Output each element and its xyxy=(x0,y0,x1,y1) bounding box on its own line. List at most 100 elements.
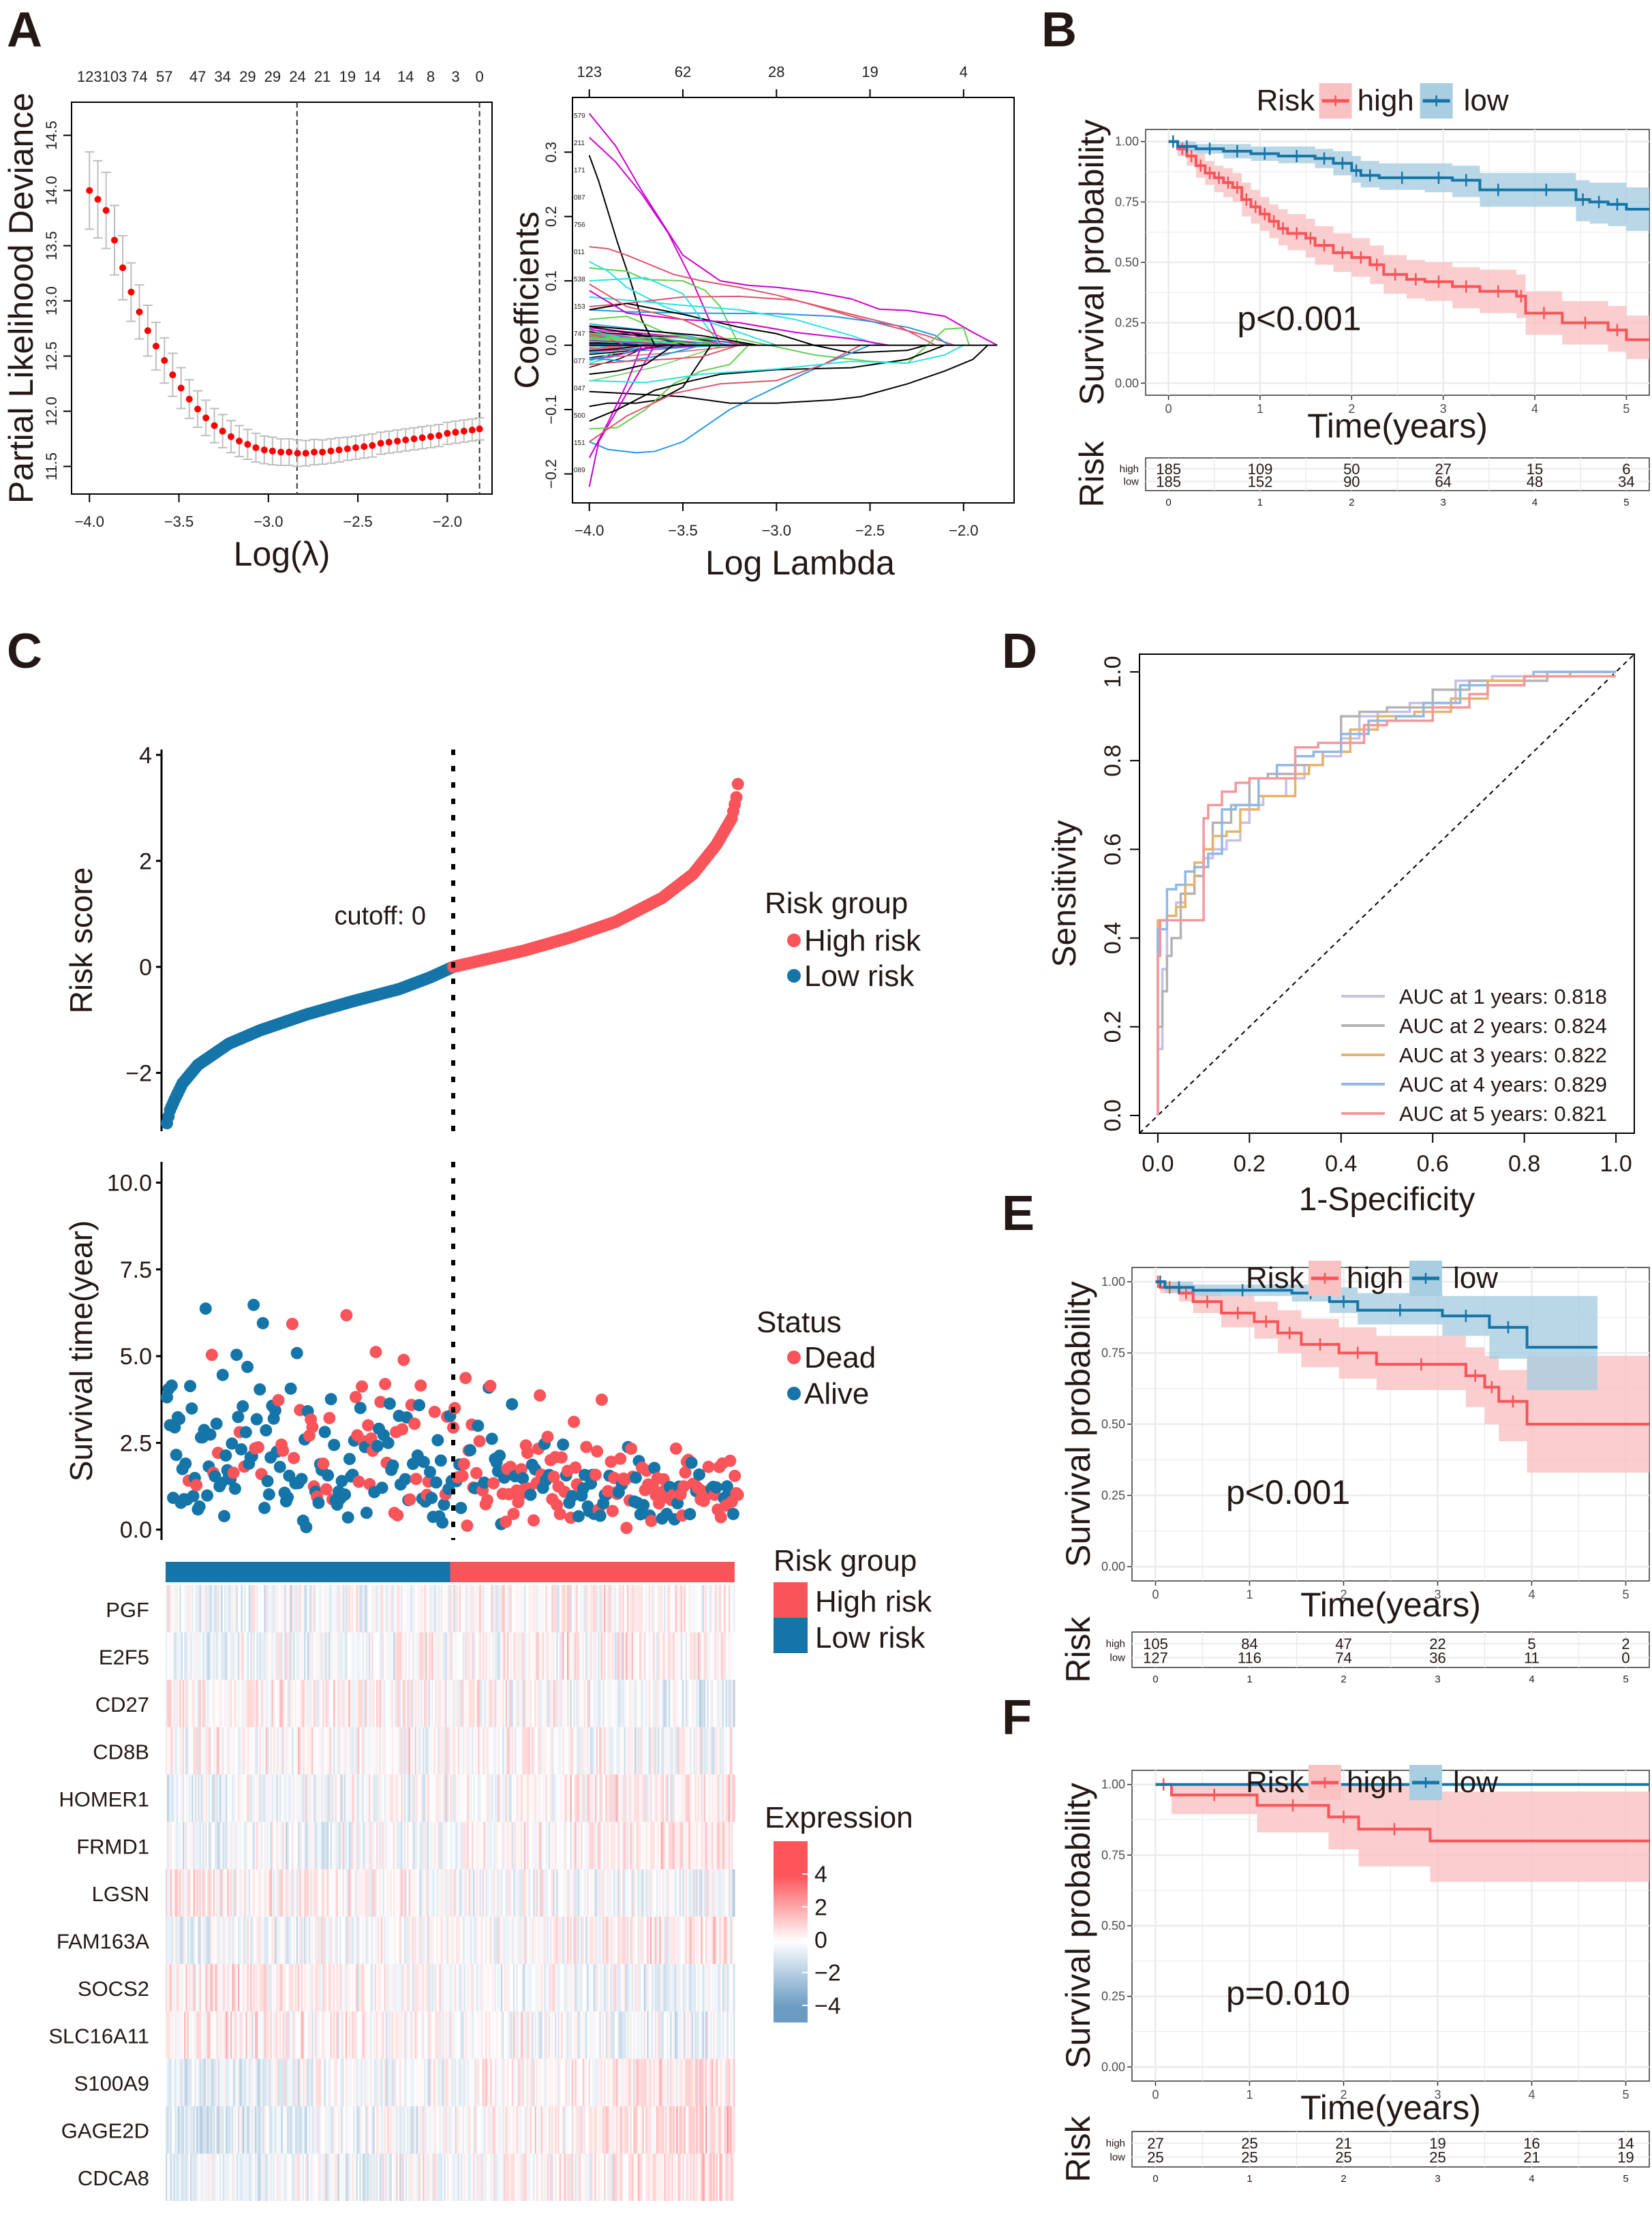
heatmap-cell xyxy=(209,1680,211,1727)
heatmap-cell xyxy=(438,2011,440,2059)
heatmap-cell xyxy=(519,1585,521,1633)
y-tick-label: 0.75 xyxy=(1115,195,1139,209)
heatmap-cell xyxy=(707,1585,709,1633)
heatmap-cell xyxy=(402,1585,405,1633)
heatmap-cell xyxy=(467,2011,470,2059)
heatmap-cell xyxy=(560,1632,563,1680)
heatmap-cell xyxy=(579,1821,581,1870)
heatmap-cell xyxy=(444,1774,446,1822)
heatmap-cell xyxy=(604,1821,607,1870)
heatmap-cell xyxy=(703,1632,706,1680)
heatmap-cell xyxy=(445,1727,448,1775)
heatmap-cell xyxy=(294,1632,297,1680)
heatmap-cell xyxy=(228,2011,231,2059)
heatmap-cell xyxy=(724,1916,726,1965)
heatmap-cell xyxy=(701,1916,703,1965)
heatmap-cell xyxy=(521,1632,523,1680)
heatmap-cell xyxy=(215,2011,217,2059)
heatmap-cell xyxy=(516,1632,519,1680)
alive-point xyxy=(241,1360,254,1373)
risk-table-label-high: high xyxy=(1120,463,1139,475)
heatmap-cell xyxy=(630,1916,632,1965)
heatmap-cell xyxy=(313,1774,316,1822)
heatmap-cell xyxy=(682,1632,685,1680)
heatmap-cell xyxy=(401,1964,403,2012)
heatmap-cell xyxy=(649,1869,652,1917)
heatmap-cell xyxy=(210,1632,213,1680)
heatmap-cell xyxy=(310,1821,312,1870)
heatmap-cell xyxy=(564,1727,566,1775)
heatmap-cell xyxy=(685,1585,688,1633)
heatmap-cell xyxy=(707,1916,709,1965)
heatmap-cell xyxy=(570,2011,572,2059)
heatmap-cell xyxy=(508,1632,511,1680)
heatmap-cell xyxy=(198,1964,200,2012)
coefficient-path xyxy=(589,344,707,352)
heatmap-cell xyxy=(536,2011,538,2059)
heatmap-cell xyxy=(491,1869,494,1917)
heatmap-cell xyxy=(485,1632,488,1680)
heatmap-cell xyxy=(241,1727,243,1775)
heatmap-cell xyxy=(320,1821,323,1870)
heatmap-cell xyxy=(592,2011,594,2059)
heatmap-cell xyxy=(339,1727,341,1775)
heatmap-cell xyxy=(365,1774,368,1822)
heatmap-cell xyxy=(253,1964,256,2012)
heatmap-cell xyxy=(440,1632,443,1680)
heatmap-cell xyxy=(445,1916,448,1965)
heatmap-cell xyxy=(254,1632,257,1680)
heatmap-cell xyxy=(500,1774,503,1822)
deviance-point xyxy=(260,446,268,454)
panel-a-coefficients: −4.0 −3.5 −3.0 −2.5 −2.0−0.2−0.10.00.10.20.3… xyxy=(508,63,1015,582)
heatmap-cell xyxy=(236,1821,239,1870)
heatmap-cell xyxy=(396,1632,399,1680)
heatmap-cell xyxy=(320,1869,323,1917)
heatmap-cell xyxy=(545,1869,548,1917)
heatmap-cell xyxy=(427,2011,429,2059)
heatmap-cell xyxy=(556,1869,559,1917)
heatmap-cell xyxy=(313,1964,316,2012)
heatmap-cell xyxy=(485,1585,488,1633)
heatmap-cell xyxy=(619,1727,622,1775)
panel-b-km: 0.000.250.500.751.000 1 2 3 4 5p<0.001Time(ye… xyxy=(1073,83,1650,508)
heatmap-cell xyxy=(362,1964,365,2012)
heatmap-cell xyxy=(702,2011,705,2059)
heatmap-cell xyxy=(181,1964,183,2012)
heatmap-cell xyxy=(614,1585,617,1633)
heatmap-cell xyxy=(577,1680,580,1727)
heatmap-cell xyxy=(479,1869,482,1917)
heatmap-cell xyxy=(500,1916,503,1965)
heatmap-cell xyxy=(709,1821,712,1870)
heatmap-cell xyxy=(307,1632,309,1680)
heatmap-cell xyxy=(565,1727,568,1775)
heatmap-cell xyxy=(478,1964,480,2012)
heatmap-cell xyxy=(418,1916,420,1965)
heatmap-cell xyxy=(665,1727,668,1775)
heatmap-cell xyxy=(613,2011,615,2059)
heatmap-cell xyxy=(659,1680,662,1727)
heatmap-cell xyxy=(396,2011,399,2059)
heatmap-cell xyxy=(236,1727,239,1775)
heatmap-cell xyxy=(575,1680,577,1727)
heatmap-cell xyxy=(674,1727,677,1775)
heatmap-cell xyxy=(498,1632,500,1680)
heatmap-cell xyxy=(593,1680,596,1727)
heatmap-cell xyxy=(479,1916,482,1965)
heatmap-cell xyxy=(364,1916,366,1965)
heatmap-cell xyxy=(393,1680,395,1727)
heatmap-cell xyxy=(496,1916,499,1965)
heatmap-cell xyxy=(494,1869,497,1917)
heatmap-cell xyxy=(378,1869,380,1917)
heatmap-cell xyxy=(513,1869,515,1917)
heatmap-cell xyxy=(468,2011,471,2059)
heatmap-cell xyxy=(346,1774,348,1822)
heatmap-cell xyxy=(259,1632,262,1680)
cutoff-label: cutoff: 0 xyxy=(334,902,426,931)
heatmap-cell xyxy=(222,1774,225,1822)
heatmap-cell xyxy=(311,1680,314,1727)
heatmap-cell xyxy=(513,2011,515,2059)
heatmap-cell xyxy=(701,1727,703,1775)
heatmap-cell xyxy=(442,1585,445,1633)
heatmap-cell xyxy=(232,1774,234,1822)
heatmap-cell xyxy=(276,1632,279,1680)
